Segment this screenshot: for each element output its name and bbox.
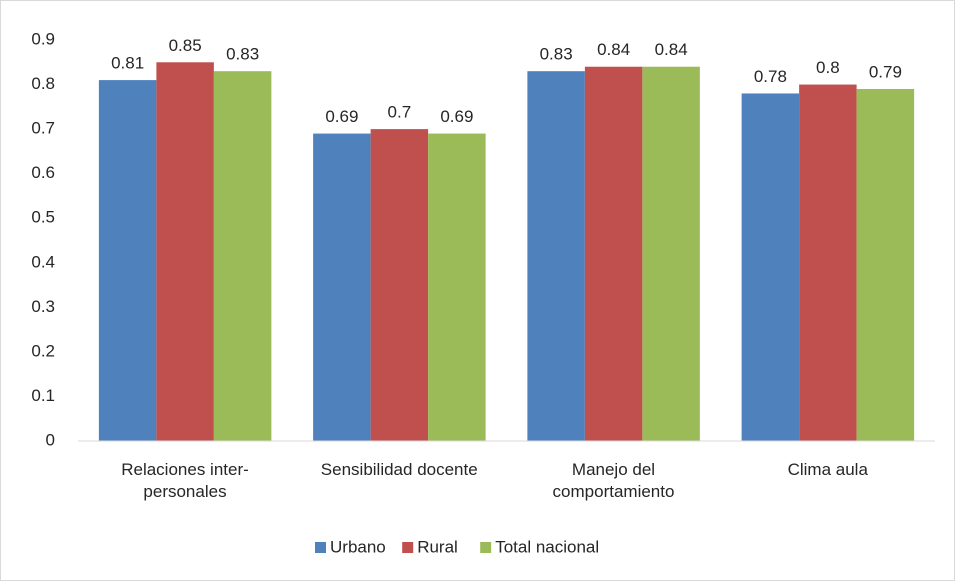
data-label: 0.83 [540,45,573,64]
legend-swatch [315,542,326,553]
bar [213,71,272,441]
bar [98,80,157,441]
data-label: 0.69 [325,107,358,126]
data-label: 0.84 [597,40,630,59]
legend-label: Urbano [330,537,386,556]
bar [584,66,643,441]
bar [856,89,915,441]
bar [527,71,585,441]
data-label: 0.8 [816,58,840,77]
data-label: 0.7 [388,103,412,122]
data-label: 0.81 [111,54,144,73]
legend-label: Total nacional [495,537,599,556]
data-label: 0.84 [655,40,688,59]
bar [156,62,214,442]
bar [370,129,429,441]
y-tick-label: 0.1 [31,386,55,405]
bar [313,133,371,442]
y-tick-label: 0.9 [31,29,55,48]
data-label: 0.85 [169,36,202,55]
legend-swatch [402,542,414,553]
y-tick-label: 0.6 [31,163,55,182]
data-label: 0.69 [440,107,473,126]
y-tick-label: 0.2 [31,341,55,360]
x-tick-label: Manejo del comportamiento [552,460,675,501]
bar [642,66,700,441]
y-tick-label: 0.7 [31,119,55,138]
data-label: 0.79 [869,62,902,81]
y-tick-label: 0.5 [31,208,55,227]
bar [428,133,486,442]
y-tick-label: 0 [46,430,55,449]
y-tick-label: 0.4 [31,252,55,271]
bar [799,84,857,442]
x-tick-label: Sensibilidad docente [320,460,478,479]
x-tick-label: Relaciones inter- personales [121,460,249,501]
legend-label: Rural [417,537,458,556]
bar [741,93,800,441]
x-tick-label: Clima aula [787,460,868,479]
y-tick-label: 0.8 [31,74,55,93]
y-tick-label: 0.3 [31,297,55,316]
data-label: 0.83 [226,45,259,64]
legend-swatch [480,542,492,553]
data-label: 0.78 [754,67,787,86]
